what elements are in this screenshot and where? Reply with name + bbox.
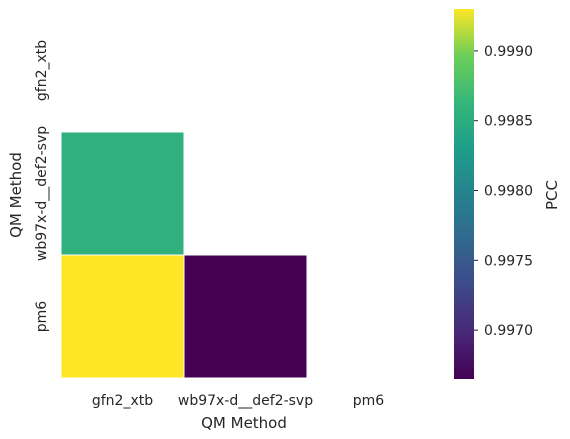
heatmap-cells bbox=[60, 131, 308, 379]
colorbar-tick-label: 0.9975 bbox=[484, 253, 533, 269]
y-tick-label: wb97x-d__def2-svp bbox=[34, 126, 50, 261]
colorbar-tick-label: 0.9985 bbox=[484, 114, 533, 130]
x-tick-label: gfn2_xtb bbox=[92, 393, 153, 409]
y-tick-labels: gfn2_xtb wb97x-d__def2-svp pm6 bbox=[34, 40, 50, 332]
y-tick-label: pm6 bbox=[34, 301, 50, 333]
colorbar bbox=[454, 9, 474, 379]
colorbar-ticks: 0.9970 0.9975 0.9980 0.9985 0.9990 bbox=[474, 44, 533, 339]
heatmap-cell bbox=[60, 254, 185, 379]
y-axis-label: QM Method bbox=[7, 152, 25, 238]
x-axis-label: QM Method bbox=[201, 414, 287, 432]
colorbar-label: PCC bbox=[543, 180, 561, 210]
x-tick-labels: gfn2_xtb wb97x-d__def2-svp pm6 bbox=[92, 393, 384, 409]
colorbar-tick-label: 0.9990 bbox=[484, 44, 533, 60]
x-tick-label: wb97x-d__def2-svp bbox=[178, 393, 313, 409]
heatmap-cell bbox=[60, 131, 185, 256]
colorbar-tick-label: 0.9980 bbox=[484, 184, 533, 200]
x-tick-label: pm6 bbox=[353, 393, 385, 409]
heatmap-cell bbox=[183, 254, 308, 379]
y-tick-label: gfn2_xtb bbox=[34, 40, 50, 101]
colorbar-tick-label: 0.9970 bbox=[484, 323, 533, 339]
